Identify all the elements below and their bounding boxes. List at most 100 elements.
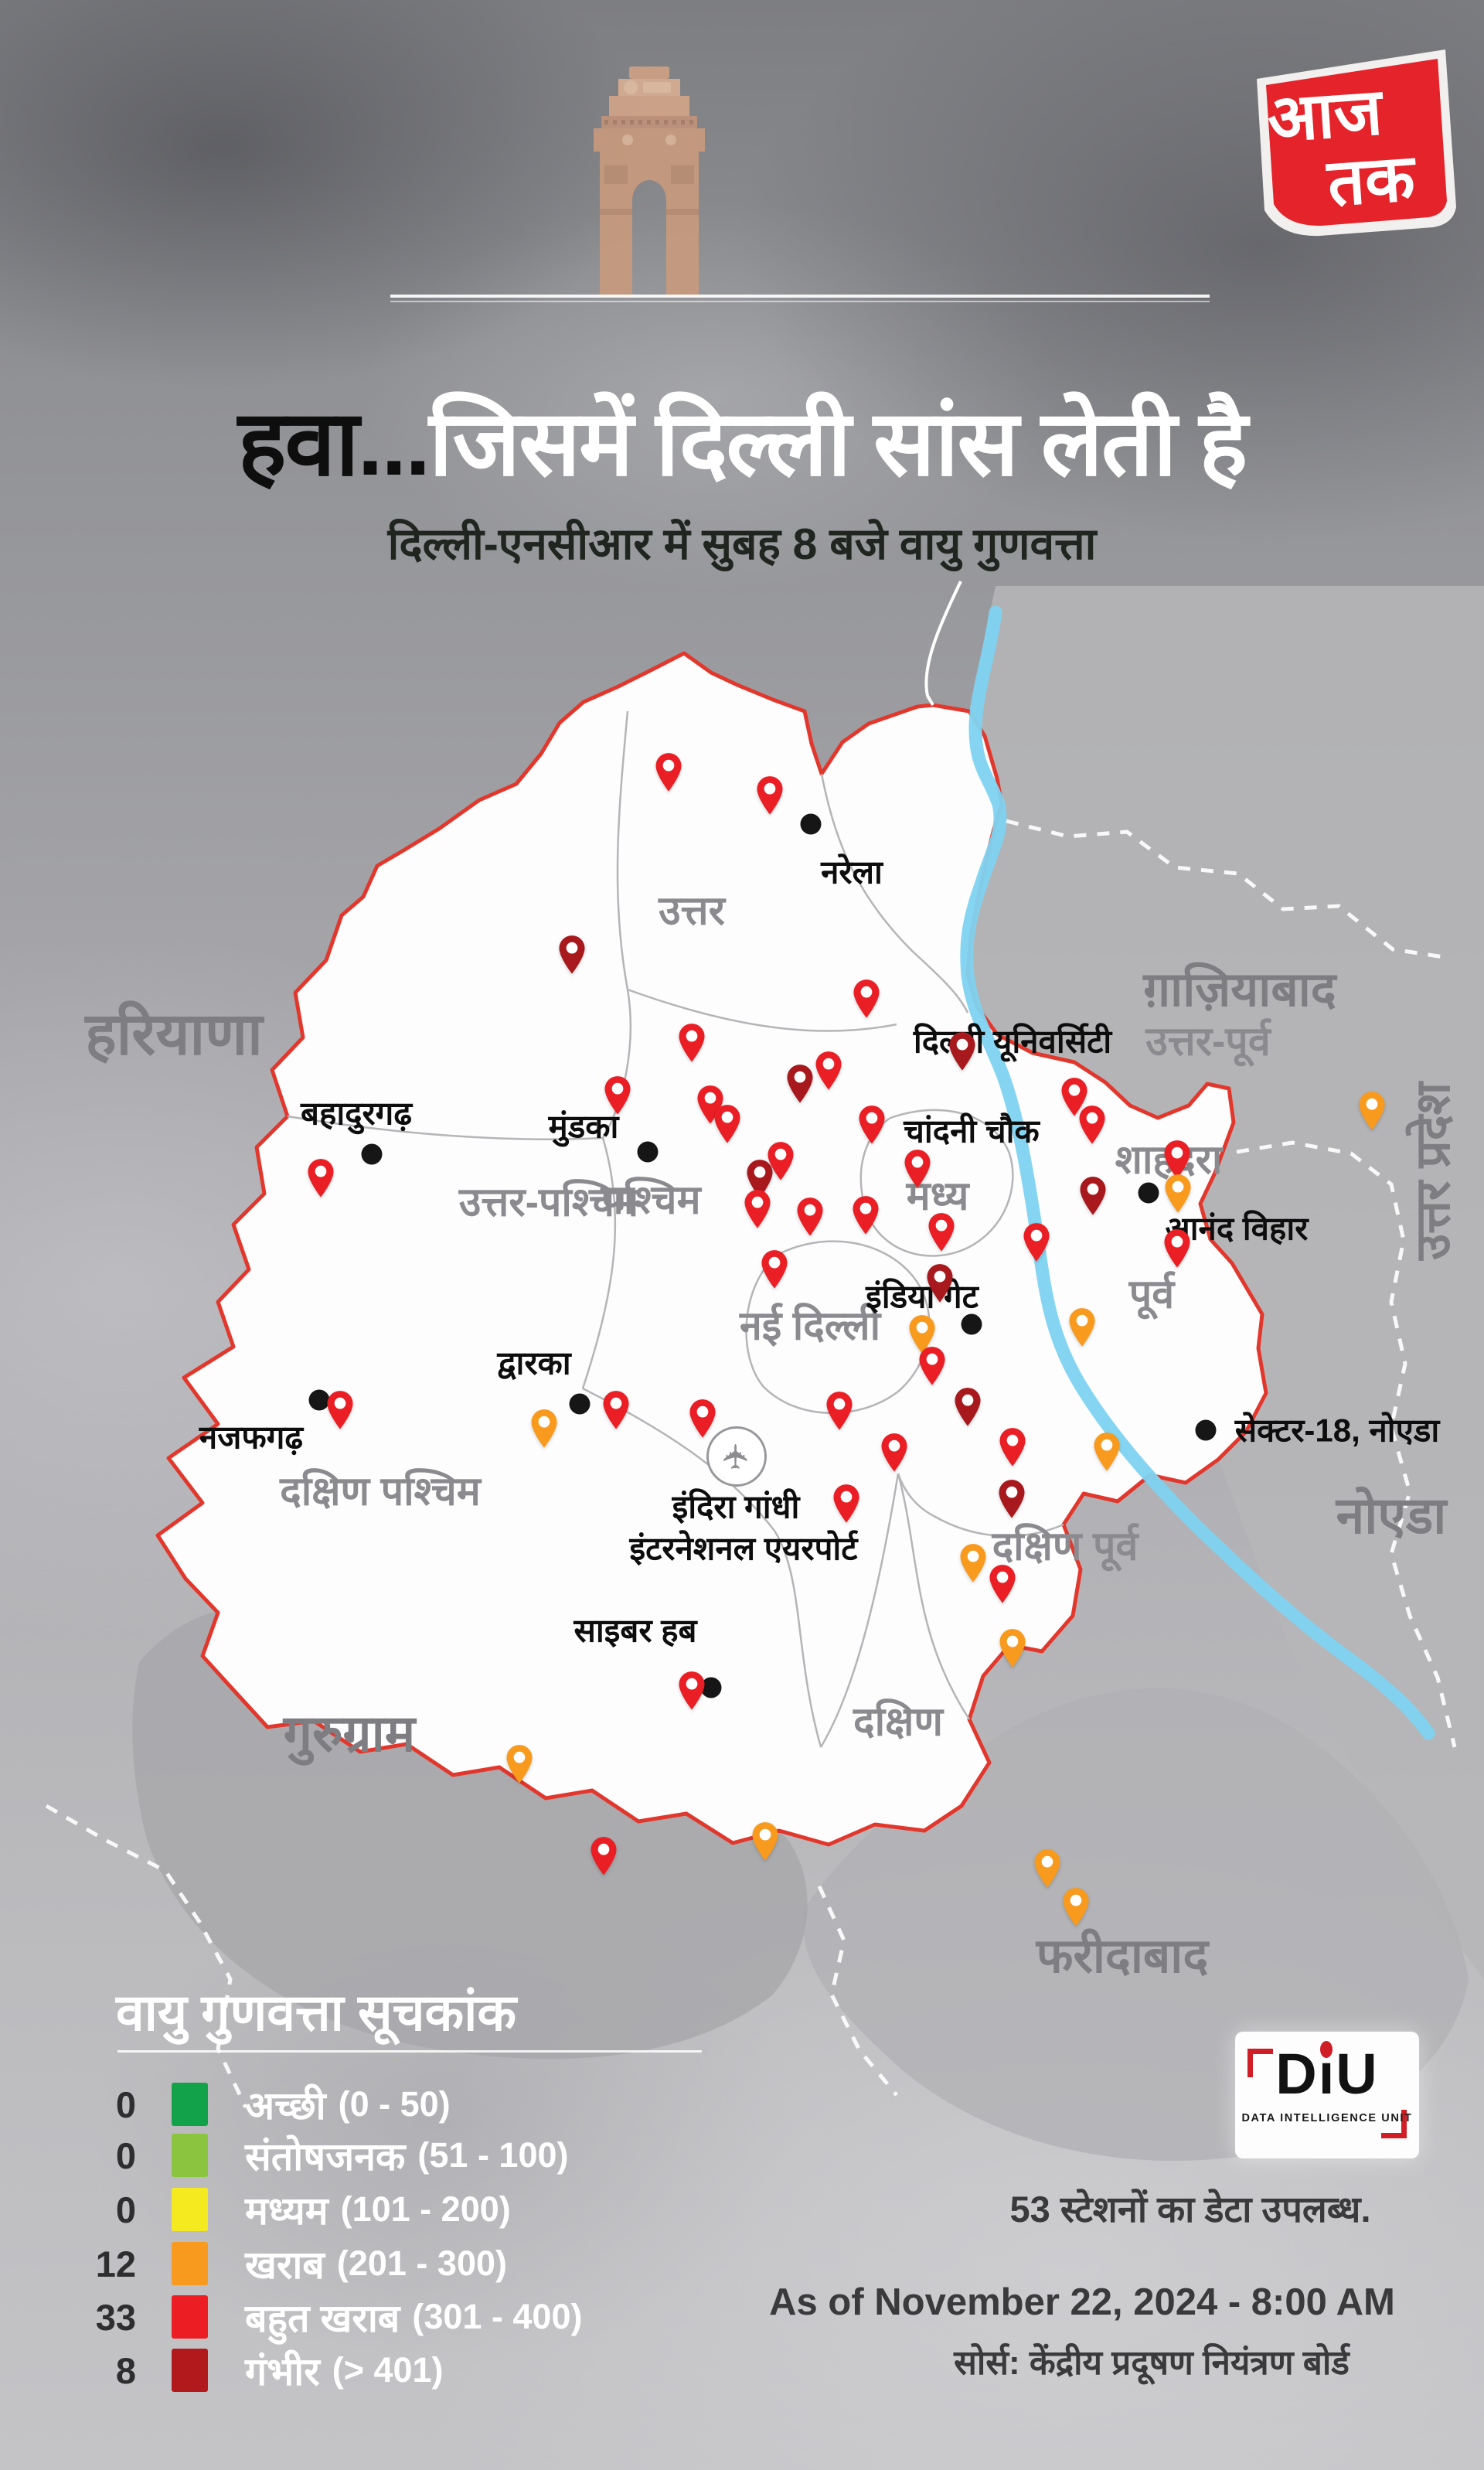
aqi-pin-poor [750, 1821, 781, 1862]
page-title-prefix: हवा... [237, 393, 431, 495]
legend-range: (201 - 300) [336, 2243, 507, 2283]
legend-swatch [172, 2242, 208, 2285]
state-boundary-line [924, 581, 962, 707]
region-label-uttar-pradesh: उत्तर प्रदेश [1407, 1082, 1460, 1260]
aqi-pin-very_poor [1162, 1228, 1193, 1269]
legend-row: 12 खराब (201 - 300) [45, 2236, 507, 2291]
aqi-pin-poor [1091, 1432, 1123, 1473]
aajtak-logo-line2: तक [1324, 141, 1420, 220]
region-label-gurugram: गुरुग्राम [283, 1705, 416, 1762]
district-label-south-east: दक्षिण पूर्व [992, 1524, 1139, 1569]
aqi-pin-poor [529, 1409, 560, 1450]
aqi-pin-poor [1032, 1848, 1064, 1889]
legend-range: (0 - 50) [338, 2084, 451, 2124]
legend-count: 0 [115, 2189, 136, 2230]
place-label-igi-line2: इंटरनेशनल एयरपोर्ट [629, 1530, 858, 1567]
dashed-boundaries [45, 819, 1457, 2109]
region-label-ghaziabad: ग़ाज़ियाबाद [1143, 963, 1336, 1017]
legend-row: 33 बहुत खराब (301 - 400) [45, 2289, 582, 2345]
district-label-north-west: उत्तर-पश्चिम [458, 1180, 639, 1225]
aqi-pin-very_poor [305, 1158, 337, 1199]
place-label-india-gate: इंडिया गेट [866, 1278, 979, 1315]
legend-swatch [172, 2134, 208, 2177]
aqi-pin-very_poor [742, 1189, 774, 1230]
place-label-cyber-hub: साइबर हब [574, 1612, 697, 1649]
district-label-south: दक्षिण [853, 1699, 943, 1745]
place-label-mundka: मुंडका [548, 1108, 619, 1145]
aqi-pin-severe [785, 1064, 816, 1105]
legend-row: 8 गंभीर (> 401) [45, 2342, 444, 2398]
legend-label: खराब [245, 2243, 325, 2287]
aqi-pin-very_poor [851, 979, 883, 1020]
place-label-delhi-university: दिल्ली यूनिवर्सिटी [913, 1023, 1112, 1060]
aqi-pin-very_poor [712, 1104, 744, 1145]
aqi-pin-severe [952, 1387, 984, 1428]
aajtak-logo-line1: आज [1265, 75, 1387, 155]
district-label-east: पूर्व [1128, 1272, 1175, 1317]
place-label-sector-18-noida: सेक्टर-18, नोएडा [1234, 1412, 1440, 1449]
diu-logo: DıU DATA INTELLIGENCE UNIT [1235, 2032, 1419, 2158]
aqi-pin-very_poor [602, 1075, 634, 1116]
aqi-pin-very_poor [917, 1346, 948, 1387]
diu-wordmark: DıU [1275, 2041, 1379, 2106]
city-dot-bahadurgarh [361, 1143, 383, 1165]
ghaziabad-noida-region [968, 586, 1484, 1979]
aqi-pin-very_poor [831, 1484, 863, 1525]
stations-note: 53 स्टेशनों का डेटा उपलब्ध. [1009, 2189, 1371, 2230]
legend-swatch [172, 2188, 208, 2231]
aqi-pin-very_poor [653, 752, 685, 793]
aqi-pin-very_poor [795, 1197, 826, 1238]
aqi-pin-severe [947, 1031, 979, 1072]
diu-corner-bracket-br [1381, 2110, 1407, 2138]
legend-swatch [172, 2349, 208, 2392]
aqi-pin-severe [1077, 1176, 1109, 1217]
page-subtitle: दिल्ली-एनसीआर में सुबह 8 बजे वायु गुणवत्… [387, 520, 1097, 569]
district-borders [287, 710, 1064, 1748]
aqi-pin-very_poor [676, 1671, 708, 1712]
legend-count: 33 [95, 2296, 136, 2338]
aqi-pin-very_poor [879, 1433, 910, 1473]
district-label-north-east: उत्तर-पूर्व [1145, 1019, 1271, 1065]
aqi-pin-severe [556, 935, 588, 976]
city-dot-cyber-hub [700, 1677, 722, 1698]
legend-title: वायु गुणवत्ता सूचकांक [116, 1984, 517, 2041]
aqi-pin-very_poor [754, 775, 786, 816]
aqi-pin-very_poor [987, 1564, 1019, 1605]
aqi-pin-very_poor [902, 1149, 934, 1190]
aqi-pin-very_poor [1077, 1105, 1108, 1146]
aqi-pin-very_poor [765, 1141, 797, 1182]
legend-label: संतोषजनक [245, 2135, 406, 2179]
page-title-main: जिसमें दिल्ली सांस लेती है [429, 393, 1247, 495]
district-label-north: उत्तर [659, 888, 725, 934]
as-of-date: As of November 22, 2024 - 8:00 AM [769, 2281, 1395, 2323]
city-dot-najafgarh [308, 1389, 330, 1411]
district-label-new-delhi: नई दिल्ली [739, 1303, 881, 1349]
airplane-glyph: ✈ [717, 1442, 755, 1471]
legend-swatch [172, 2295, 208, 2339]
legend-underline [117, 2050, 702, 2053]
aqi-pin-poor [1162, 1174, 1194, 1215]
legend-range: (> 401) [332, 2350, 444, 2390]
district-label-west: पश्चिम [601, 1177, 701, 1223]
aqi-pin-poor [504, 1744, 536, 1785]
legend-count: 8 [115, 2349, 136, 2391]
legend-count: 12 [95, 2243, 136, 2284]
aqi-pin-very_poor [1021, 1222, 1053, 1263]
aqi-pin-poor [1356, 1091, 1388, 1132]
place-label-igi-line1: इंदिरा गांधी [672, 1488, 800, 1525]
legend-count: 0 [115, 2134, 136, 2176]
airport-icon: ✈ [706, 1426, 767, 1487]
region-label-noida: नोएडा [1336, 1487, 1447, 1544]
aqi-pin-very_poor [601, 1390, 632, 1431]
aqi-pin-very_poor [1162, 1140, 1193, 1180]
aqi-pin-very_poor [676, 1023, 708, 1064]
india-gate-illustration [594, 66, 705, 297]
aqi-pin-very_poor [997, 1427, 1029, 1468]
aqi-pin-poor [1060, 1887, 1092, 1928]
city-dot-sector-18-noida [1195, 1419, 1217, 1441]
aqi-pin-poor [907, 1314, 938, 1355]
place-label-dwarka: द्वारका [497, 1344, 571, 1381]
region-label-faridabad: फरीदाबाद [1036, 1930, 1209, 1983]
aqi-pin-very_poor [824, 1391, 856, 1432]
